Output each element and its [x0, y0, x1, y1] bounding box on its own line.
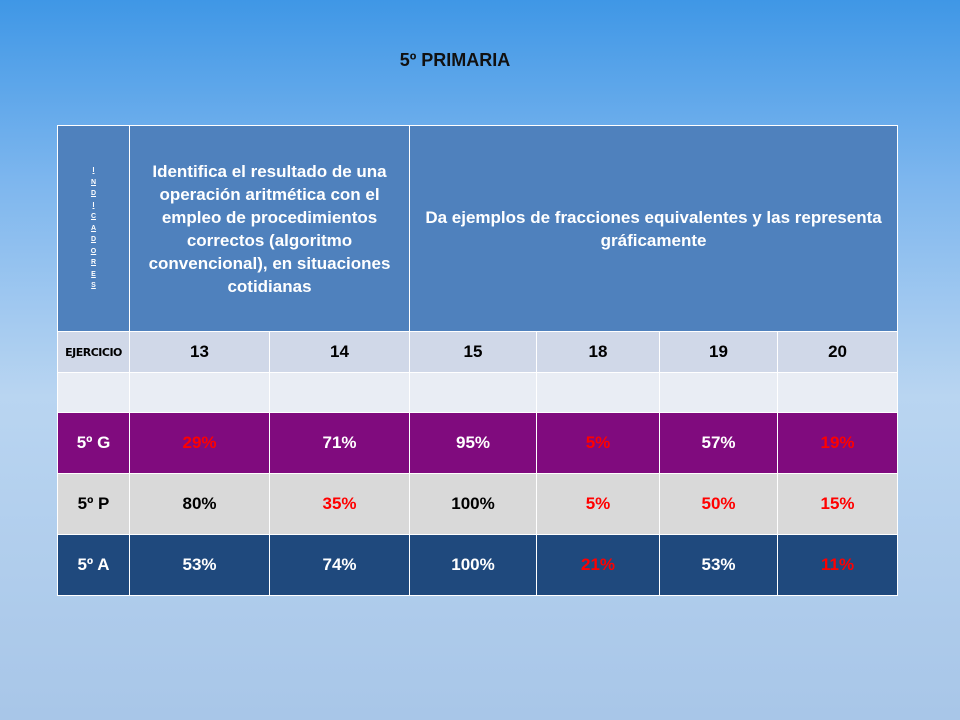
row-label: 5º A	[57, 534, 130, 596]
result-cell: 100%	[409, 473, 538, 535]
exercise-number: 13	[129, 331, 270, 373]
blank-cell	[268, 372, 411, 413]
result-cell: 71%	[268, 412, 411, 474]
result-cell: 35%	[268, 473, 411, 535]
exercise-label: EJERCICIO	[57, 331, 130, 373]
result-cell: 74%	[268, 534, 411, 596]
exercise-number: 20	[777, 331, 899, 373]
result-cell: 15%	[777, 473, 899, 535]
exercise-number: 14	[268, 331, 411, 373]
result-cell: 57%	[659, 412, 779, 474]
results-table: I N D I C A D O R E S Identifica el resu…	[57, 125, 899, 596]
blank-cell	[57, 372, 130, 413]
table-row: 5º P 80% 35% 100% 5% 50% 15%	[57, 473, 899, 535]
result-cell: 53%	[659, 534, 779, 596]
result-cell: 5%	[536, 412, 661, 474]
result-cell: 29%	[129, 412, 270, 474]
exercise-row: EJERCICIO 13 14 15 18 19 20	[57, 331, 899, 373]
table-row: 5º A 53% 74% 100% 21% 53% 11%	[57, 534, 899, 596]
indicator-2-header: Da ejemplos de fracciones equivalentes y…	[409, 125, 899, 332]
exercise-number: 15	[409, 331, 538, 373]
blank-cell	[129, 372, 270, 413]
table-row: 5º G 29% 71% 95% 5% 57% 19%	[57, 412, 899, 474]
blank-cell	[777, 372, 899, 413]
row-label: 5º P	[57, 473, 130, 535]
page-title: 5º PRIMARIA	[399, 50, 511, 70]
result-cell: 21%	[536, 534, 661, 596]
result-cell: 11%	[777, 534, 899, 596]
blank-cell	[409, 372, 538, 413]
indicators-vertical-label: I N D I C A D O R E S	[57, 125, 130, 332]
result-cell: 53%	[129, 534, 270, 596]
result-cell: 19%	[777, 412, 899, 474]
blank-cell	[536, 372, 661, 413]
blank-row	[57, 372, 899, 413]
exercise-number: 18	[536, 331, 661, 373]
result-cell: 80%	[129, 473, 270, 535]
result-cell: 50%	[659, 473, 779, 535]
result-cell: 95%	[409, 412, 538, 474]
result-cell: 5%	[536, 473, 661, 535]
indicator-1-header: Identifica el resultado de una operación…	[128, 125, 411, 332]
row-label: 5º G	[57, 412, 130, 474]
header-row: I N D I C A D O R E S Identifica el resu…	[57, 125, 899, 332]
result-cell: 100%	[409, 534, 538, 596]
blank-cell	[659, 372, 779, 413]
exercise-number: 19	[659, 331, 779, 373]
